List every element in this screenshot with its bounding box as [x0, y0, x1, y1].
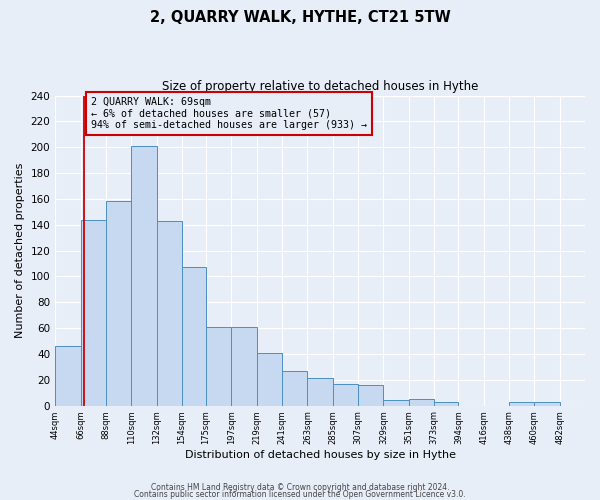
Text: 2, QUARRY WALK, HYTHE, CT21 5TW: 2, QUARRY WALK, HYTHE, CT21 5TW: [149, 10, 451, 25]
Bar: [409, 399, 434, 406]
Title: Size of property relative to detached houses in Hythe: Size of property relative to detached ho…: [162, 80, 478, 93]
Bar: [383, 400, 409, 406]
Bar: [55, 346, 80, 406]
Bar: [535, 402, 560, 406]
Bar: [358, 385, 383, 406]
Bar: [257, 352, 282, 406]
Bar: [131, 146, 157, 406]
X-axis label: Distribution of detached houses by size in Hythe: Distribution of detached houses by size …: [185, 450, 455, 460]
Bar: [307, 378, 333, 406]
Bar: [282, 370, 307, 406]
Bar: [157, 221, 182, 406]
Text: Contains HM Land Registry data © Crown copyright and database right 2024.: Contains HM Land Registry data © Crown c…: [151, 484, 449, 492]
Y-axis label: Number of detached properties: Number of detached properties: [15, 163, 25, 338]
Bar: [434, 402, 458, 406]
Bar: [106, 202, 131, 406]
Bar: [80, 220, 106, 406]
Text: Contains public sector information licensed under the Open Government Licence v3: Contains public sector information licen…: [134, 490, 466, 499]
Bar: [206, 327, 232, 406]
Text: 2 QUARRY WALK: 69sqm
← 6% of detached houses are smaller (57)
94% of semi-detach: 2 QUARRY WALK: 69sqm ← 6% of detached ho…: [91, 97, 367, 130]
Bar: [509, 402, 535, 406]
Bar: [232, 327, 257, 406]
Bar: [333, 384, 358, 406]
Bar: [182, 268, 206, 406]
